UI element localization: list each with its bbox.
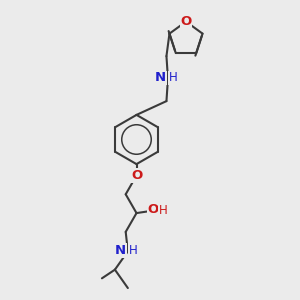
- Text: H: H: [129, 244, 138, 257]
- Text: O: O: [148, 203, 159, 216]
- Text: H: H: [169, 71, 178, 84]
- Text: H: H: [159, 203, 168, 217]
- Text: O: O: [180, 15, 192, 28]
- Text: N: N: [155, 71, 166, 84]
- Text: O: O: [131, 169, 142, 182]
- Text: N: N: [115, 244, 126, 257]
